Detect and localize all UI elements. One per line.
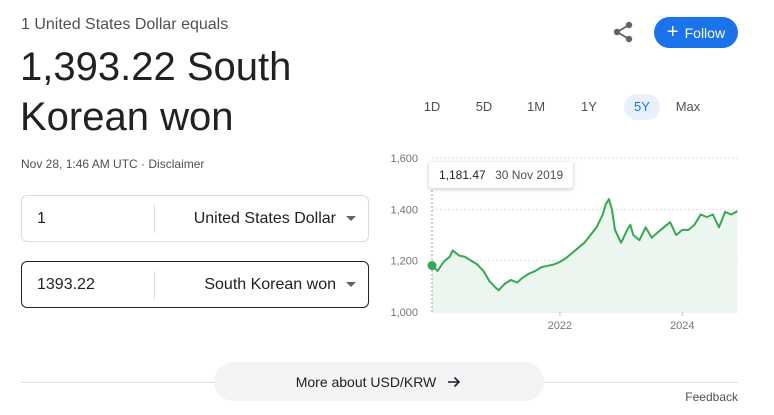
from-currency-label: United States Dollar	[193, 209, 336, 227]
timestamp: Nov 28, 1:46 AM UTC	[21, 157, 138, 171]
x-tick-label: 2024	[670, 320, 694, 330]
area-fill	[432, 199, 738, 312]
range-tab-1d[interactable]: 1D	[423, 99, 441, 114]
to-amount-input[interactable]: 1393.22	[37, 275, 95, 293]
range-tab-5y[interactable]: 5Y	[624, 94, 660, 120]
x-tick-label: 2022	[548, 320, 572, 330]
from-converter: 1 United States Dollar	[21, 195, 369, 242]
chart-tooltip: 1,181.47 30 Nov 2019	[429, 162, 574, 188]
tooltip-date: 30 Nov 2019	[495, 168, 564, 182]
y-tick-label: 1,000	[390, 307, 418, 319]
dropdown-caret-icon	[346, 216, 356, 221]
more-about-button[interactable]: More about USD/KRW	[214, 362, 544, 401]
more-about-label: More about USD/KRW	[295, 373, 437, 390]
y-tick-label: 1,600	[390, 153, 418, 165]
series-line	[431, 198, 738, 292]
share-button[interactable]	[609, 18, 637, 46]
rate-meta: Nov 28, 1:46 AM UTC · Disclaimer	[21, 157, 204, 171]
rate-line-1: 1,393.22 South	[20, 45, 292, 89]
share-icon	[613, 21, 633, 43]
range-tab-5d[interactable]: 5D	[475, 99, 493, 114]
follow-label: Follow	[684, 24, 726, 41]
to-currency-select[interactable]: South Korean won	[155, 276, 368, 294]
dropdown-caret-icon	[346, 282, 356, 287]
disclaimer-link[interactable]: Disclaimer	[148, 157, 205, 171]
y-tick-label: 1,400	[390, 204, 418, 216]
exchange-rate-value: 1,393.22 South Korean won	[20, 42, 340, 142]
exchange-rate-chart: 1,000 1,200 1,400 1,600 2022 2024	[390, 153, 738, 330]
feedback-link[interactable]: Feedback	[685, 390, 738, 404]
y-tick-label: 1,200	[390, 256, 418, 268]
tooltip-value: 1,181.47	[439, 168, 486, 182]
range-tab-max[interactable]: Max	[675, 99, 701, 114]
follow-button[interactable]: + Follow	[654, 17, 738, 48]
from-amount-input[interactable]: 1	[37, 209, 46, 227]
hover-point	[427, 261, 437, 271]
plus-icon: +	[666, 20, 679, 43]
range-tab-1y[interactable]: 1Y	[581, 99, 597, 114]
to-converter: 1393.22 South Korean won	[21, 261, 369, 308]
range-tab-1m[interactable]: 1M	[526, 99, 546, 114]
meta-separator: ·	[137, 157, 149, 171]
rate-line-2: Korean won	[20, 95, 234, 139]
arrow-right-icon	[448, 376, 461, 387]
from-currency-select[interactable]: United States Dollar	[155, 210, 368, 228]
field-divider	[154, 270, 155, 299]
field-divider	[154, 204, 155, 233]
to-currency-label: South Korean won	[204, 275, 336, 293]
rate-subtitle: 1 United States Dollar equals	[21, 16, 229, 33]
